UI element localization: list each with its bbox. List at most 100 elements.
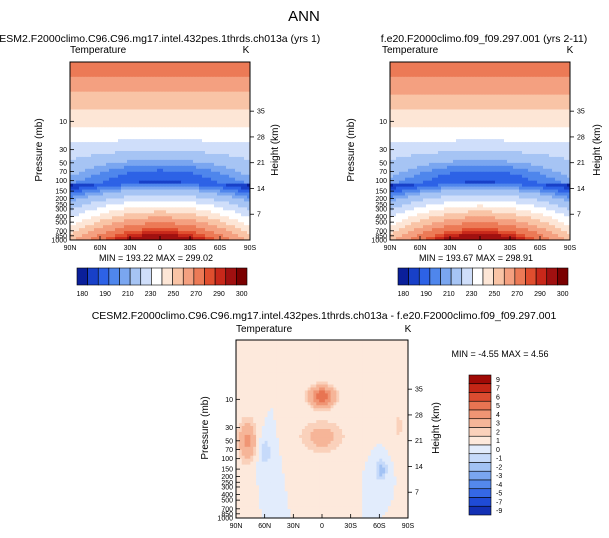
heatmap-cell <box>97 88 101 93</box>
heatmap-cell <box>552 106 556 110</box>
heatmap-cell <box>88 186 92 190</box>
heatmap-cell <box>504 73 508 78</box>
heatmap-cell <box>154 73 158 78</box>
heatmap-cell <box>124 115 128 119</box>
heatmap-cell <box>130 168 134 173</box>
heatmap-cell <box>100 177 104 182</box>
heatmap-cell <box>196 151 200 155</box>
heatmap-cell <box>205 151 209 155</box>
heatmap-cell <box>148 85 152 90</box>
heatmap-cell <box>76 118 80 122</box>
y-tick-label: 400 <box>55 214 67 221</box>
heatmap-cell <box>100 222 104 226</box>
heatmap-cell <box>229 237 233 241</box>
heatmap-cell <box>447 64 451 69</box>
heatmap-cell <box>199 127 203 131</box>
heatmap-cell <box>214 148 218 152</box>
heatmap-cell <box>558 100 562 104</box>
heatmap-cell <box>525 118 529 122</box>
heatmap-cell <box>154 88 158 93</box>
heatmap-cell <box>121 100 125 104</box>
heatmap-cell <box>519 79 523 84</box>
heatmap-cell <box>136 165 140 170</box>
heatmap-cell <box>133 180 137 185</box>
heatmap-cell <box>196 91 200 96</box>
heatmap-cell <box>172 225 176 229</box>
heatmap-cell <box>178 109 182 113</box>
heatmap-cell <box>435 64 439 69</box>
heatmap-cell <box>79 153 83 158</box>
heatmap-cell <box>166 201 170 205</box>
heatmap-cell <box>525 62 529 66</box>
heatmap-cell <box>220 106 224 110</box>
heatmap-cell <box>79 91 83 96</box>
heatmap-cell <box>130 213 134 217</box>
heatmap-cell <box>504 79 508 84</box>
heatmap-cell <box>112 237 116 241</box>
heatmap-cell <box>85 112 89 116</box>
heatmap-cell <box>175 94 179 98</box>
heatmap-cell <box>196 237 200 241</box>
heatmap-cell <box>546 100 550 104</box>
heatmap-cell <box>486 85 490 90</box>
heatmap-cell <box>498 79 502 84</box>
heatmap-cell <box>247 231 251 235</box>
heatmap-cell <box>115 70 119 75</box>
heatmap-cell <box>552 91 556 96</box>
heatmap-cell <box>151 127 155 131</box>
heatmap-cell <box>444 109 448 113</box>
heatmap-cell <box>172 73 176 78</box>
heatmap-cell <box>190 231 194 235</box>
heatmap-cell <box>172 186 176 190</box>
heatmap-cell <box>396 79 400 84</box>
heatmap-cell <box>121 222 125 226</box>
heatmap-cell <box>244 67 248 72</box>
heatmap-cell <box>504 70 508 75</box>
heatmap-cell <box>79 139 83 143</box>
heatmap-cell <box>148 192 152 196</box>
heatmap-cell <box>94 85 98 90</box>
heatmap-cell <box>97 231 101 235</box>
heatmap-cell <box>106 82 110 87</box>
heatmap-cell <box>130 201 134 205</box>
heatmap-cell <box>151 192 155 196</box>
heatmap-cell <box>223 67 227 72</box>
heatmap-cell <box>217 139 221 143</box>
heatmap-cell <box>124 162 128 167</box>
heatmap-cell <box>85 207 89 211</box>
heatmap-cell <box>76 70 80 75</box>
heatmap-cell <box>106 139 110 143</box>
heatmap-cell <box>94 177 98 182</box>
heatmap-cell <box>178 148 182 152</box>
heatmap-cell <box>85 231 89 235</box>
heatmap-cell <box>226 124 230 128</box>
heatmap-cell <box>411 109 415 113</box>
heatmap-cell <box>540 67 544 72</box>
heatmap-cell <box>151 67 155 72</box>
heatmap-cell <box>561 70 565 75</box>
heatmap-cell <box>73 133 77 137</box>
heatmap-cell <box>166 234 170 238</box>
heatmap-cell <box>181 73 185 78</box>
heatmap-cell <box>450 64 454 69</box>
heatmap-cell <box>139 100 143 104</box>
heatmap-cell <box>88 82 92 87</box>
heatmap-cell <box>238 64 242 69</box>
heatmap-cell <box>247 225 251 229</box>
heatmap-cell <box>450 103 454 107</box>
heatmap-cell <box>414 109 418 113</box>
heatmap-cell <box>106 94 110 98</box>
heatmap-cell <box>181 79 185 84</box>
heatmap-cell <box>97 103 101 107</box>
heatmap-cell <box>133 70 137 75</box>
heatmap-cell <box>202 127 206 131</box>
heatmap-cell <box>166 109 170 113</box>
heatmap-cell <box>148 91 152 96</box>
heatmap-cell <box>244 192 248 196</box>
heatmap-cell <box>115 151 119 155</box>
heatmap-cell <box>531 94 535 98</box>
heatmap-cell <box>166 79 170 84</box>
heatmap-cell <box>91 139 95 143</box>
heatmap-cell <box>480 62 484 66</box>
x-tick-label: 90S <box>244 245 257 252</box>
